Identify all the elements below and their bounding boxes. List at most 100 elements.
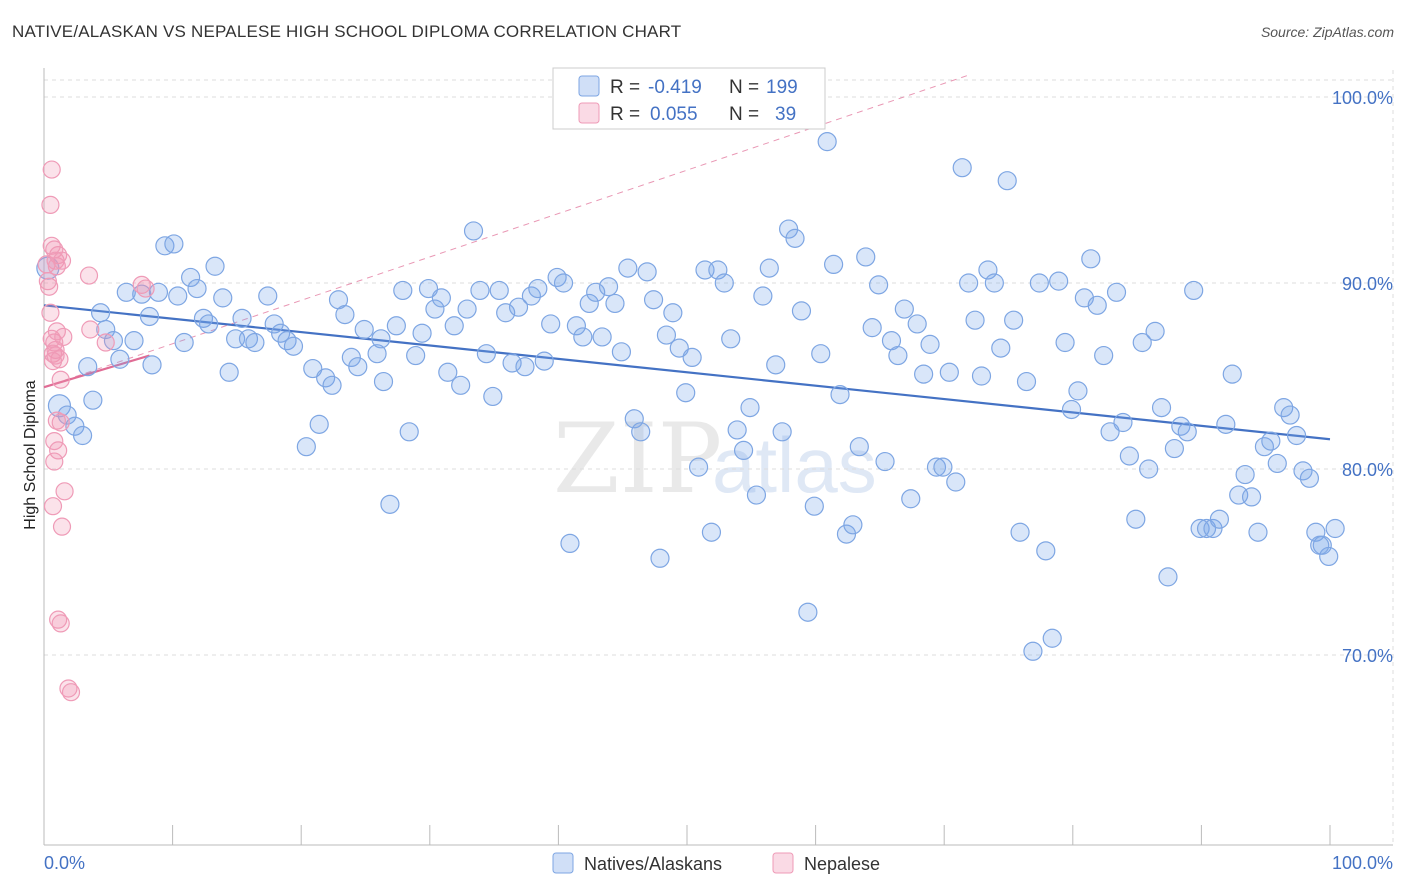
- point-nepalese: [96, 333, 115, 352]
- point-natives: [418, 278, 439, 299]
- point-nepalese: [61, 683, 81, 702]
- point-natives: [869, 275, 889, 295]
- point-natives: [1310, 535, 1330, 555]
- stats-legend-box: [552, 67, 826, 130]
- point-natives: [219, 362, 239, 382]
- point-natives: [701, 522, 722, 542]
- point-natives: [139, 306, 160, 327]
- point-natives: [1184, 280, 1204, 301]
- point-natives: [444, 316, 464, 336]
- point-natives: [521, 286, 541, 306]
- point-natives: [534, 351, 554, 371]
- y-tick-label: 80.0%: [1342, 460, 1393, 480]
- point-nepalese: [45, 432, 64, 451]
- point-natives: [264, 314, 284, 334]
- watermark-atlas: atlas: [712, 421, 877, 509]
- series-nepalese-points: [37, 160, 155, 702]
- bottom-legend-label-nepalese: Nepalese: [804, 854, 880, 874]
- point-nepalese: [79, 266, 99, 285]
- point-natives: [663, 303, 683, 323]
- point-natives: [1119, 446, 1139, 466]
- point-natives: [1016, 371, 1037, 392]
- point-natives: [1280, 405, 1300, 425]
- point-natives: [541, 314, 561, 334]
- point-natives: [380, 494, 400, 514]
- point-natives: [296, 437, 316, 457]
- point-nepalese: [81, 320, 100, 339]
- point-natives: [431, 288, 451, 308]
- point-natives: [1139, 459, 1159, 479]
- point-natives: [1132, 332, 1152, 353]
- point-nepalese: [51, 413, 70, 432]
- point-natives: [914, 364, 934, 384]
- point-natives: [1036, 541, 1056, 561]
- point-natives: [811, 344, 831, 364]
- bottom-legend-label-natives: Natives/Alaskans: [584, 854, 722, 874]
- point-natives: [631, 422, 651, 442]
- point-natives: [322, 375, 342, 395]
- point-nepalese: [52, 251, 72, 270]
- point-natives: [1158, 567, 1178, 587]
- legend-r-value-nepalese: 0.055: [650, 104, 698, 125]
- point-natives: [174, 332, 194, 353]
- bottom-legend-swatch-nepalese: [772, 852, 794, 874]
- point-natives: [637, 262, 657, 282]
- chart-title: NATIVE/ALASKAN VS NEPALESE HIGH SCHOOL D…: [12, 22, 682, 41]
- point-natives: [862, 318, 882, 338]
- point-natives: [1094, 345, 1114, 366]
- point-natives: [933, 457, 953, 477]
- point-natives: [1081, 249, 1101, 269]
- point-natives: [997, 171, 1017, 191]
- point-nepalese: [40, 277, 59, 296]
- point-natives: [901, 489, 921, 509]
- legend-n-label-nepalese: N =: [729, 104, 759, 125]
- point-natives: [316, 368, 336, 388]
- point-natives: [592, 327, 612, 347]
- stats-legend: R = -0.419 N = 199 R = 0.055 N = 39: [552, 67, 826, 130]
- point-natives: [740, 398, 760, 418]
- point-natives: [611, 342, 632, 362]
- point-natives: [438, 362, 458, 382]
- point-natives: [1177, 422, 1197, 442]
- point-natives: [199, 314, 219, 334]
- point-natives: [688, 457, 709, 477]
- point-natives: [817, 132, 837, 152]
- point-natives: [1203, 518, 1223, 539]
- point-natives: [798, 602, 818, 622]
- point-natives: [766, 355, 786, 375]
- point-natives: [90, 303, 111, 323]
- point-natives: [1106, 282, 1127, 302]
- point-natives: [721, 329, 741, 349]
- point-nepalese: [43, 497, 63, 516]
- point-natives: [1235, 464, 1255, 485]
- point-natives: [907, 314, 927, 334]
- axes: [43, 68, 1393, 846]
- source-label: Source: ZipAtlas.com: [1260, 24, 1394, 40]
- point-natives: [1293, 461, 1313, 481]
- point-natives: [476, 344, 496, 364]
- point-natives: [283, 336, 304, 356]
- point-natives: [939, 362, 959, 382]
- point-natives: [643, 290, 664, 310]
- point-natives: [830, 385, 850, 405]
- point-natives: [367, 344, 387, 364]
- point-natives: [824, 254, 844, 274]
- point-natives: [78, 357, 98, 377]
- point-natives: [57, 405, 77, 425]
- point-natives: [83, 390, 103, 410]
- x-tick-label-end: 100.0%: [1332, 853, 1393, 873]
- point-natives: [96, 319, 116, 340]
- point-natives: [483, 386, 503, 407]
- point-natives: [406, 345, 426, 366]
- point-natives: [258, 286, 278, 306]
- point-nepalese: [47, 257, 66, 276]
- point-natives: [116, 282, 136, 302]
- series-natives-points: [36, 132, 1345, 661]
- legend-r-value-natives: -0.419: [648, 77, 702, 98]
- point-nepalese: [55, 482, 74, 501]
- point-natives: [470, 280, 490, 301]
- point-natives: [232, 308, 252, 328]
- point-natives: [669, 338, 689, 358]
- point-natives: [598, 277, 619, 297]
- point-natives: [393, 280, 413, 301]
